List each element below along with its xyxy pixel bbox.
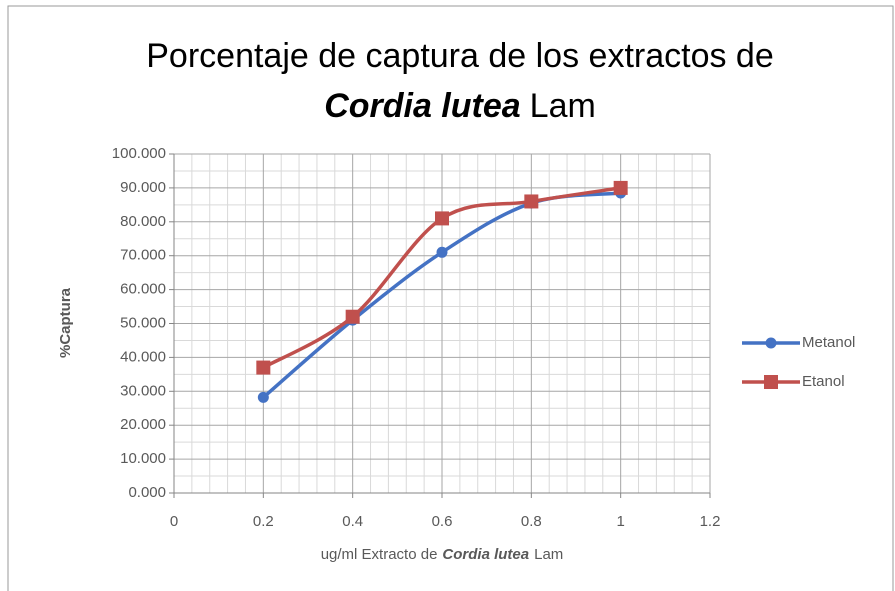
legend-label: Etanol — [802, 373, 845, 390]
y-tick-label: 60.000 — [120, 281, 166, 298]
marker — [256, 360, 271, 375]
y-tick-label: 40.000 — [120, 348, 166, 365]
y-tick-label: 70.000 — [120, 247, 166, 264]
marker — [613, 180, 628, 195]
y-tick-label: 20.000 — [120, 416, 166, 433]
y-tick-label: 80.000 — [120, 213, 166, 230]
x-tick-label: 0 — [170, 513, 178, 530]
y-tick-label: 0.000 — [128, 484, 166, 501]
x-tick-label: 0.6 — [432, 513, 453, 530]
marker — [524, 194, 539, 209]
x-tick-label: 1.2 — [700, 513, 721, 530]
x-label-species: Cordia lutea — [442, 546, 529, 563]
y-tick-label: 100.000 — [112, 145, 166, 162]
title-author: Lam — [530, 87, 596, 125]
y-tick-label: 10.000 — [120, 450, 166, 467]
legend-label: Metanol — [802, 334, 855, 351]
x-tick-label: 0.8 — [521, 513, 542, 530]
marker — [765, 337, 777, 349]
chart-title: Porcentaje de captura de los extractos d… — [146, 37, 774, 75]
x-label-author: Lam — [534, 546, 563, 563]
y-axis-label: %Captura — [57, 287, 74, 358]
title-species: Cordia lutea — [324, 87, 520, 125]
x-tick-label: 0.4 — [342, 513, 363, 530]
y-tick-label: 50.000 — [120, 314, 166, 331]
marker — [436, 246, 448, 258]
x-axis-label: ug/ml Extracto de Cordia lutea Lam — [321, 546, 564, 563]
marker — [435, 211, 449, 226]
y-tick-label: 90.000 — [120, 179, 166, 196]
y-tick-label: 30.000 — [120, 382, 166, 399]
x-tick-label: 1 — [616, 513, 624, 530]
marker — [764, 375, 778, 389]
chart-title-line2: Cordia lutea Lam — [324, 87, 596, 125]
x-label-text: ug/ml Extracto de — [321, 546, 438, 563]
marker — [257, 391, 269, 403]
marker — [345, 309, 360, 324]
x-tick-label: 0.2 — [253, 513, 274, 530]
